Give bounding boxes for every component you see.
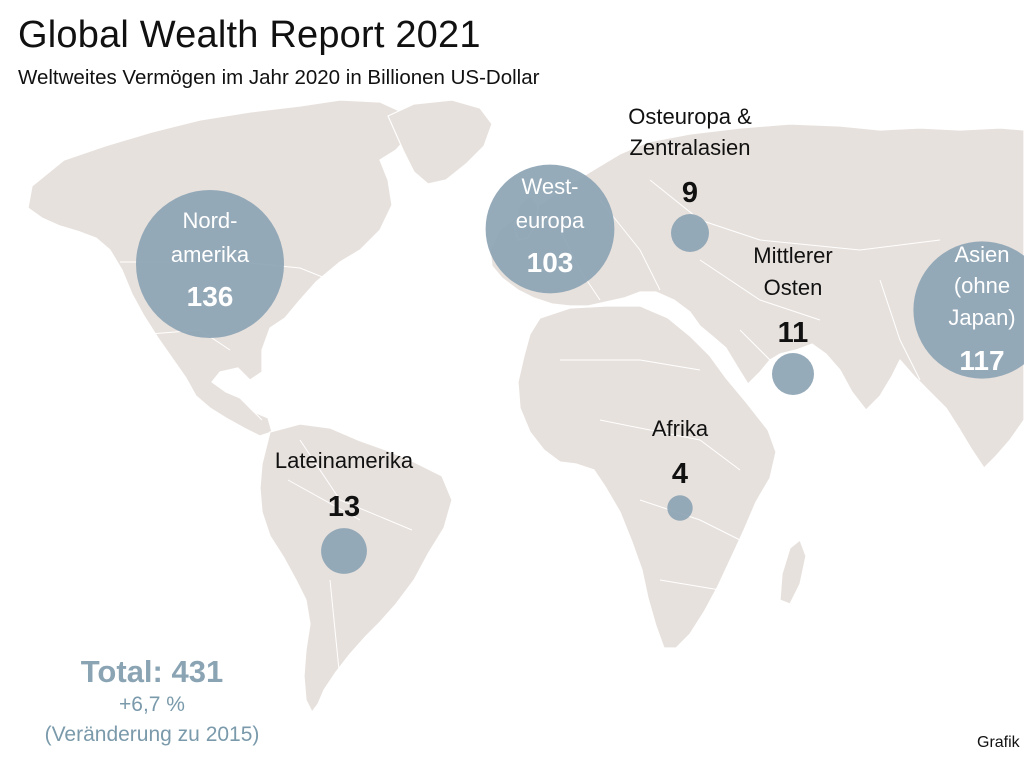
- region-name-label: Japan): [948, 305, 1015, 330]
- credit-text: Grafik: [977, 734, 1020, 751]
- wealth-bubble: [136, 190, 284, 338]
- border-africa-b: [599, 419, 741, 471]
- region-name-label: Mittlerer: [753, 243, 832, 268]
- land-eurasia: [489, 123, 1024, 469]
- region-name-label: amerika: [171, 242, 250, 267]
- wealth-bubble: [321, 528, 367, 574]
- border-central-america: [247, 405, 263, 421]
- border-central-asia: [699, 259, 821, 321]
- region-value-label: 103: [527, 247, 574, 278]
- border-south-america-b: [329, 579, 341, 681]
- region-name-label: West-: [521, 174, 578, 199]
- chart-subtitle: Weltweites Vermögen im Jahr 2020 in Bill…: [18, 66, 540, 89]
- region-value-label: 4: [672, 458, 688, 490]
- region-name-label: Nord-: [182, 208, 237, 233]
- region-value-label: 13: [328, 491, 360, 523]
- region-name-label: Lateinamerika: [275, 448, 414, 473]
- region-name-label: Osteuropa &: [628, 104, 752, 129]
- border-africa-d: [659, 579, 721, 591]
- region-value-label: 9: [682, 177, 698, 209]
- total-value: Total: 431: [80, 654, 224, 689]
- region-name-label: europa: [516, 208, 585, 233]
- total-change-note: (Veränderung zu 2015): [44, 723, 260, 746]
- border-china-india: [879, 279, 921, 381]
- total-change: +6,7 %: [119, 693, 185, 716]
- wealth-bubble: [667, 495, 693, 521]
- land-madagascar: [779, 539, 807, 605]
- region-name-label: Asien: [954, 242, 1009, 267]
- border-south-america-c: [287, 479, 361, 521]
- region-labels: Nord-amerika 136 West-europa 103 Osteuropa &…: [171, 104, 1016, 523]
- region-name-label: Osten: [764, 275, 823, 300]
- land-africa: [517, 305, 777, 649]
- border-south-america-a: [299, 439, 413, 531]
- chart-title: Global Wealth Report 2021: [18, 14, 481, 56]
- border-africa-c: [639, 499, 741, 541]
- region-value-label: 136: [187, 281, 234, 312]
- region-value-label: 117: [959, 345, 1004, 376]
- land-greenland: [387, 99, 493, 185]
- wealth-bubble: [485, 164, 615, 294]
- border-africa-a: [560, 359, 701, 371]
- wealth-bubbles: [136, 164, 1024, 574]
- border-europe-b: [599, 199, 661, 291]
- region-value-label: 11: [778, 317, 809, 349]
- wealth-bubble: [671, 214, 709, 252]
- wealth-bubble: [772, 353, 814, 395]
- total-box: Total: 431 +6,7 % (Veränderung zu 2015): [0, 654, 304, 750]
- region-name-label: Zentralasien: [629, 135, 750, 160]
- region-name-label: Afrika: [652, 416, 709, 441]
- wealth-bubble: [913, 241, 1024, 379]
- region-name-label: (ohne: [954, 273, 1010, 298]
- border-russia: [649, 179, 941, 251]
